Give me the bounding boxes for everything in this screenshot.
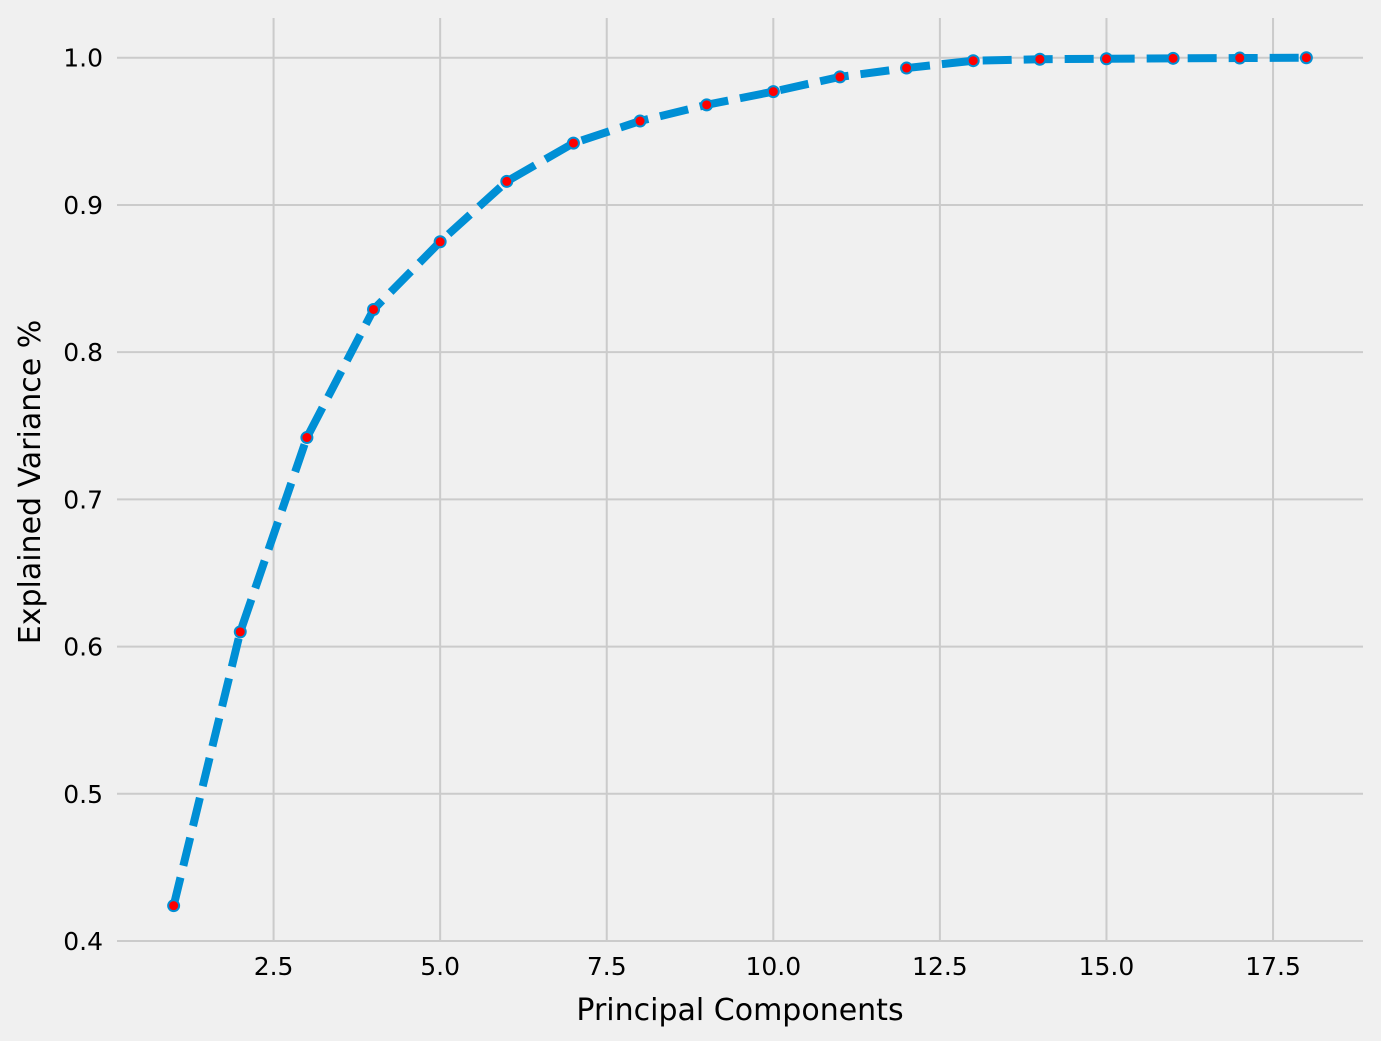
y-axis-ticks: 0.4 0.5 0.6 0.7 0.8 0.9 1.0 — [63, 44, 103, 956]
data-point — [300, 431, 314, 445]
data-point — [966, 54, 980, 68]
data-markers — [167, 51, 1313, 913]
data-point — [1033, 52, 1047, 66]
x-axis-ticks: 2.5 5.0 7.5 10.0 12.5 15.0 17.5 — [254, 952, 1301, 981]
y-tick-label: 0.6 — [63, 633, 103, 662]
x-tick-label: 5.0 — [420, 952, 460, 981]
x-tick-label: 17.5 — [1245, 952, 1301, 981]
data-point — [766, 85, 780, 99]
data-point — [833, 70, 847, 84]
data-point — [700, 98, 714, 112]
x-tick-label: 12.5 — [912, 952, 968, 981]
y-tick-label: 0.4 — [63, 927, 103, 956]
x-tick-label: 7.5 — [587, 952, 627, 981]
data-point — [233, 625, 247, 639]
y-tick-label: 1.0 — [63, 44, 103, 73]
y-tick-label: 0.5 — [63, 780, 103, 809]
x-axis-label: Principal Components — [576, 993, 903, 1028]
data-point — [1233, 51, 1247, 65]
data-point — [167, 899, 181, 913]
y-tick-label: 0.7 — [63, 485, 103, 514]
data-point — [500, 174, 514, 188]
data-point — [633, 114, 647, 128]
data-point — [433, 235, 447, 249]
data-point — [566, 136, 580, 150]
data-point — [367, 302, 381, 316]
data-point — [900, 61, 914, 75]
data-point — [1099, 52, 1113, 66]
x-tick-label: 15.0 — [1079, 952, 1135, 981]
data-point — [1166, 51, 1180, 65]
y-axis-label: Explained Variance % — [13, 320, 48, 645]
data-series — [169, 53, 1307, 907]
y-tick-label: 0.9 — [63, 191, 103, 220]
x-tick-label: 2.5 — [254, 952, 294, 981]
x-tick-label: 10.0 — [745, 952, 801, 981]
y-tick-label: 0.8 — [63, 338, 103, 367]
series-line — [169, 53, 1307, 907]
data-point — [1299, 51, 1313, 65]
